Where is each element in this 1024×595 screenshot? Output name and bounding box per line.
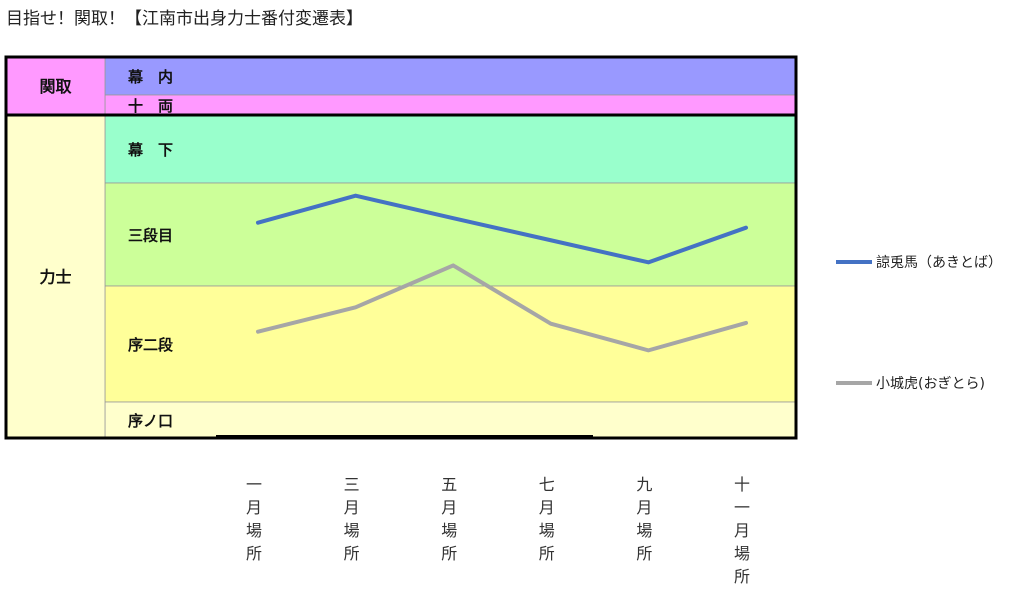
data-point: [451, 216, 455, 220]
x-tick-label: 一月場所: [246, 475, 262, 563]
band-label: 幕 内: [127, 68, 173, 86]
band-label: 十 両: [128, 97, 173, 115]
page-title: 目指せ！関取！【江南市出身力士番付変遷表】: [6, 9, 363, 29]
data-point: [744, 321, 748, 325]
band-label: 序二段: [128, 336, 173, 354]
group-label: 関取: [39, 77, 71, 96]
band-label: 幕 下: [127, 141, 173, 159]
x-tick-label: 九月場所: [636, 475, 652, 563]
series-line: [256, 263, 748, 353]
band-label: 序ノ口: [128, 412, 173, 430]
x-tick-label: 七月場所: [539, 475, 555, 563]
rikishi-frame: [4, 113, 798, 440]
data-point: [549, 238, 553, 242]
data-point: [549, 322, 553, 326]
x-tick-label: 十一月場所: [734, 475, 750, 586]
data-point: [646, 260, 650, 264]
rank-band: [104, 114, 797, 184]
series-line: [256, 193, 748, 265]
rank-band: [104, 94, 797, 116]
chart-frame: [4, 55, 798, 440]
rank-group: [5, 114, 106, 439]
band-label: 三段目: [128, 227, 173, 245]
rank-band: [104, 182, 797, 287]
legend: 諒兎馬（あきとば） 小城虎(おぎとら): [836, 255, 1002, 392]
x-tick-label: 五月場所: [441, 475, 457, 563]
data-point: [256, 221, 260, 225]
series-lines: [256, 193, 748, 353]
x-axis-labels: 一月場所 三月場所 五月場所 七月場所 九月場所 十一月場所: [246, 475, 750, 586]
data-point: [354, 305, 358, 309]
data-point: [744, 226, 748, 230]
rank-band: [104, 401, 797, 439]
rank-band: [104, 56, 797, 96]
data-point: [646, 348, 650, 352]
data-point: [451, 263, 455, 267]
rank-group: [5, 56, 106, 116]
rank-band: [104, 285, 797, 403]
legend-label: 諒兎馬（あきとば）: [876, 255, 1002, 271]
group-label: 力士: [39, 268, 71, 287]
data-point: [256, 330, 260, 334]
x-tick-label: 三月場所: [344, 475, 360, 563]
data-point: [354, 194, 358, 198]
legend-label: 小城虎(おぎとら): [876, 376, 985, 392]
